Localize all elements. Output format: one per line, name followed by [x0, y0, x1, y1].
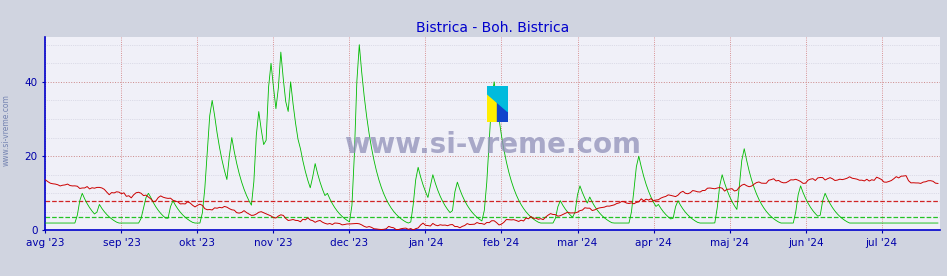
- Bar: [487, 86, 497, 122]
- Text: www.si-vreme.com: www.si-vreme.com: [2, 94, 11, 166]
- Title: Bistrica - Boh. Bistrica: Bistrica - Boh. Bistrica: [417, 21, 569, 35]
- Text: www.si-vreme.com: www.si-vreme.com: [345, 131, 641, 160]
- Polygon shape: [487, 86, 508, 112]
- Bar: [497, 86, 508, 122]
